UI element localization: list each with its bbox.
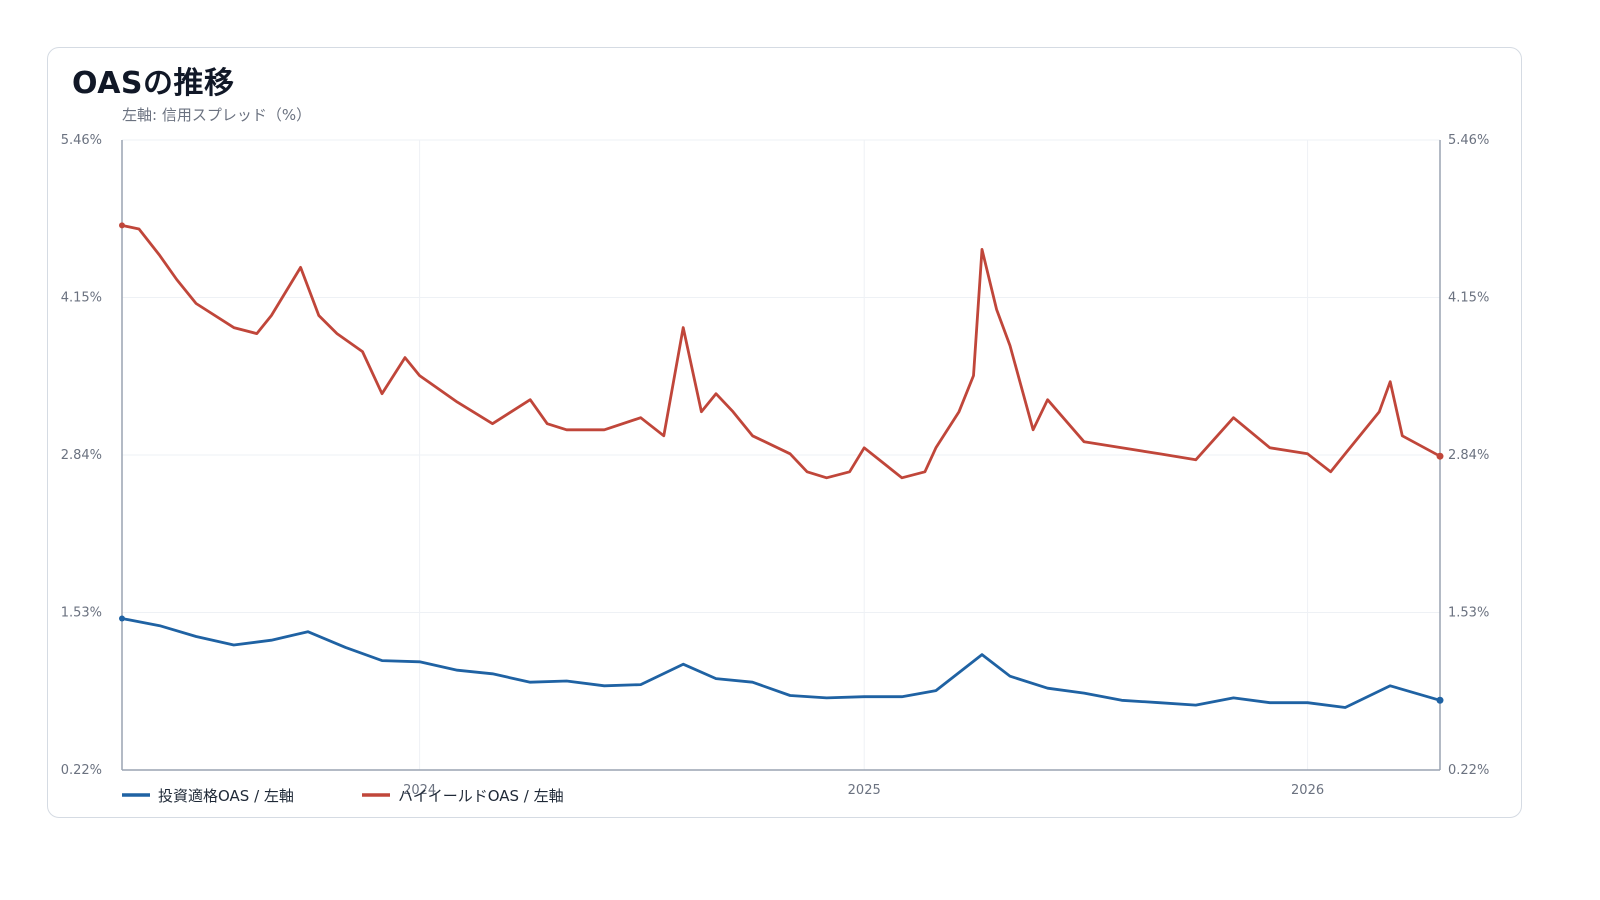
series-startpoint-0: [119, 615, 125, 622]
chart-card: [47, 47, 1522, 818]
y-tick-label-left: 2.84%: [61, 448, 102, 463]
chart-subtitle: 左軸: 信用スプレッド（%）: [122, 106, 312, 124]
x-tick-label: 2025: [848, 783, 881, 798]
series-endpoint-0: [1436, 696, 1444, 704]
x-tick-label: 2024: [403, 783, 436, 798]
series-endpoint-1: [1436, 452, 1444, 460]
y-tick-label-right: 2.84%: [1448, 448, 1489, 463]
chart-title: OASの推移: [72, 66, 235, 101]
legend-label-0: 投資適格OAS / 左軸: [158, 787, 294, 805]
y-tick-label-left: 1.53%: [61, 606, 102, 621]
series-line-1: [120, 223, 1442, 480]
y-tick-label-left: 0.22%: [61, 763, 102, 778]
series-startpoint-1: [119, 222, 125, 229]
legend-label-1: ハイイールドOAS / 左軸: [398, 787, 564, 805]
y-tick-label-right: 0.22%: [1448, 763, 1489, 778]
y-tick-label-right: 1.53%: [1448, 606, 1489, 621]
y-tick-label-right: 5.46%: [1448, 133, 1489, 148]
x-tick-label: 2026: [1291, 783, 1324, 798]
series-line-0: [120, 617, 1442, 709]
y-tick-label-right: 4.15%: [1448, 291, 1489, 306]
y-tick-label-left: 4.15%: [61, 291, 102, 306]
y-tick-label-left: 5.46%: [61, 133, 102, 148]
